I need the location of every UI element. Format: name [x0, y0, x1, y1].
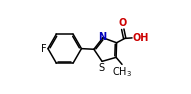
- Text: CH$_3$: CH$_3$: [112, 65, 132, 79]
- Text: O: O: [119, 18, 127, 28]
- Text: N: N: [98, 32, 107, 42]
- Text: OH: OH: [132, 33, 149, 43]
- Text: F: F: [41, 44, 47, 54]
- Text: S: S: [98, 63, 105, 73]
